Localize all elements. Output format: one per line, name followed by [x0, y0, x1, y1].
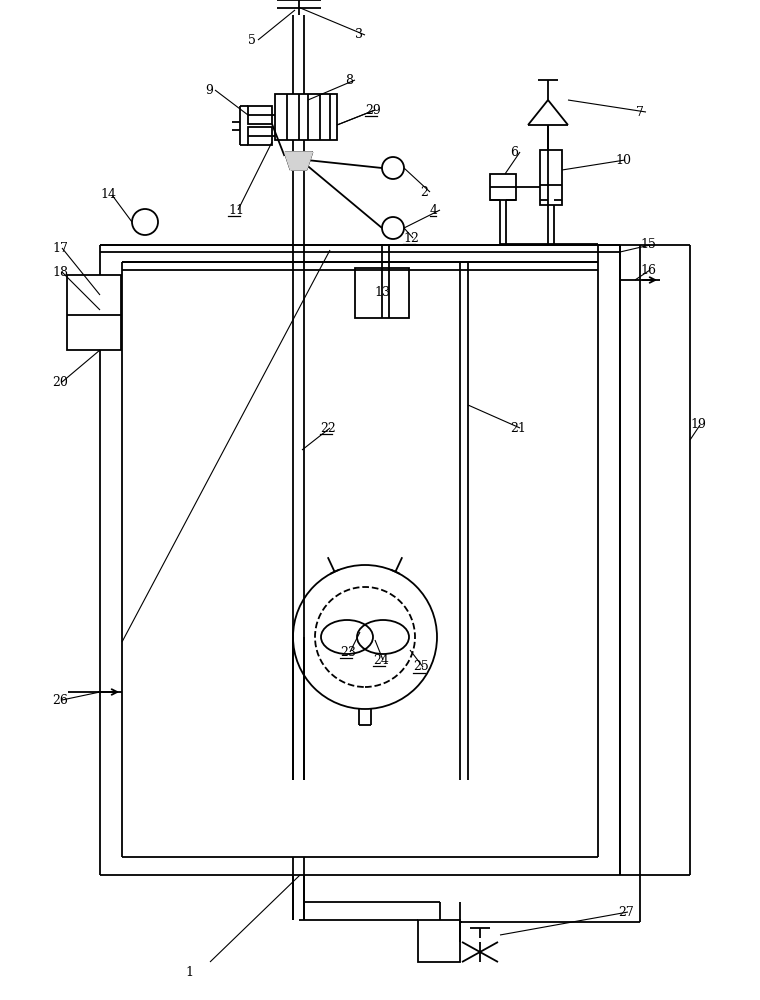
Bar: [67, 275, 121, 350]
Text: 10: 10: [615, 153, 631, 166]
Text: 9: 9: [205, 84, 213, 97]
Text: 27: 27: [618, 906, 634, 918]
Text: 26: 26: [52, 694, 68, 706]
Polygon shape: [284, 152, 312, 170]
Bar: [248, 127, 272, 145]
Text: 8: 8: [345, 74, 353, 87]
Bar: [275, 94, 337, 140]
Bar: [418, 920, 460, 962]
Bar: [355, 268, 409, 318]
Circle shape: [132, 209, 158, 235]
Text: 22: 22: [320, 422, 336, 434]
Circle shape: [382, 157, 404, 179]
Text: 4: 4: [430, 204, 438, 217]
Text: 24: 24: [373, 654, 389, 666]
Circle shape: [382, 217, 404, 239]
Text: 29: 29: [365, 104, 381, 116]
Text: 17: 17: [52, 241, 68, 254]
Text: 21: 21: [510, 422, 526, 434]
Text: 5: 5: [248, 33, 256, 46]
Text: 12: 12: [403, 232, 419, 244]
Text: 14: 14: [100, 188, 116, 202]
Bar: [490, 174, 516, 200]
Text: 6: 6: [510, 145, 518, 158]
Text: 20: 20: [52, 375, 68, 388]
Text: 16: 16: [640, 263, 656, 276]
Text: 19: 19: [690, 418, 706, 432]
Text: 15: 15: [640, 238, 656, 251]
Text: 23: 23: [340, 646, 356, 658]
Text: 1: 1: [185, 966, 193, 978]
Bar: [540, 150, 562, 205]
Text: 11: 11: [228, 204, 244, 217]
Text: 2: 2: [420, 186, 428, 198]
Text: 7: 7: [636, 105, 644, 118]
Bar: [248, 106, 272, 124]
Text: 25: 25: [413, 660, 429, 674]
Text: 3: 3: [355, 28, 363, 41]
Text: 18: 18: [52, 265, 68, 278]
Text: 13: 13: [374, 286, 390, 300]
